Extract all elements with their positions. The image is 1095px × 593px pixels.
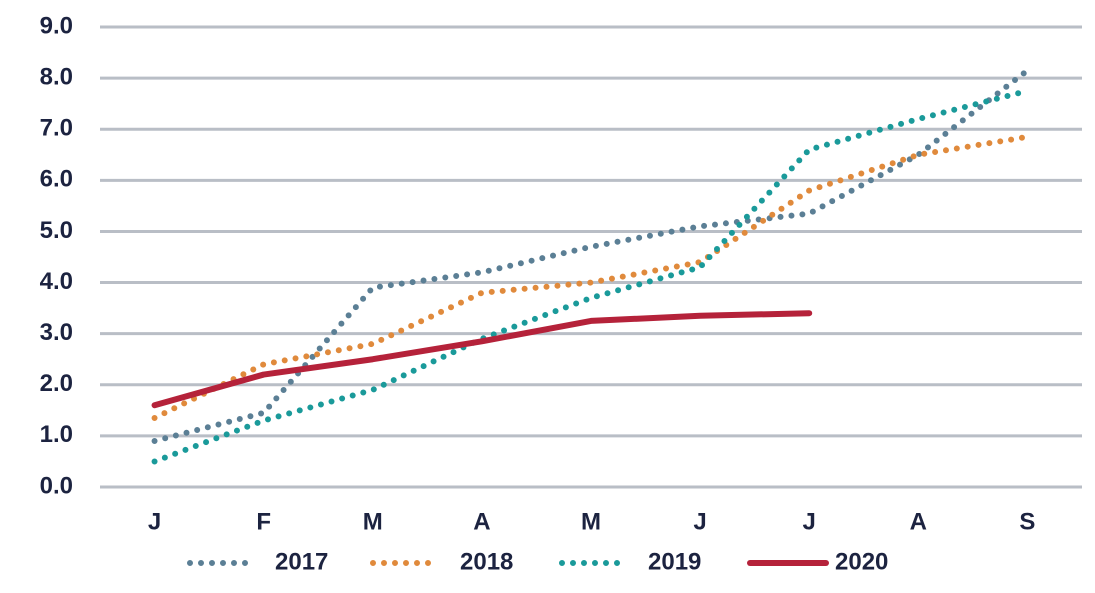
- series-line: [151, 310, 813, 409]
- x-tick-label: S: [1019, 508, 1035, 535]
- series-line: [151, 67, 1031, 444]
- y-tick-label: 3.0: [40, 319, 73, 346]
- x-tick-label: F: [256, 508, 271, 535]
- legend-label: 2017: [275, 548, 328, 575]
- x-tick-label: J: [803, 508, 816, 535]
- y-tick-label: 7.0: [40, 115, 73, 142]
- series-line: [151, 133, 1031, 421]
- y-tick-label: 6.0: [40, 166, 73, 193]
- x-tick-label: A: [473, 508, 490, 535]
- y-tick-label: 9.0: [40, 12, 73, 39]
- x-tick-label: J: [148, 508, 161, 535]
- legend-label: 2019: [648, 548, 701, 575]
- series-line: [151, 87, 1031, 465]
- legend-label: 2020: [835, 548, 888, 575]
- x-tick-label: M: [581, 508, 601, 535]
- y-tick-label: 5.0: [40, 217, 73, 244]
- x-tick-label: J: [693, 508, 706, 535]
- legend-label: 2018: [460, 548, 513, 575]
- y-tick-label: 2.0: [40, 370, 73, 397]
- x-tick-label: M: [363, 508, 383, 535]
- x-tick-label: A: [910, 508, 927, 535]
- y-tick-label: 0.0: [40, 472, 73, 499]
- y-tick-label: 4.0: [40, 268, 73, 295]
- y-tick-label: 8.0: [40, 63, 73, 90]
- y-tick-label: 1.0: [40, 421, 73, 448]
